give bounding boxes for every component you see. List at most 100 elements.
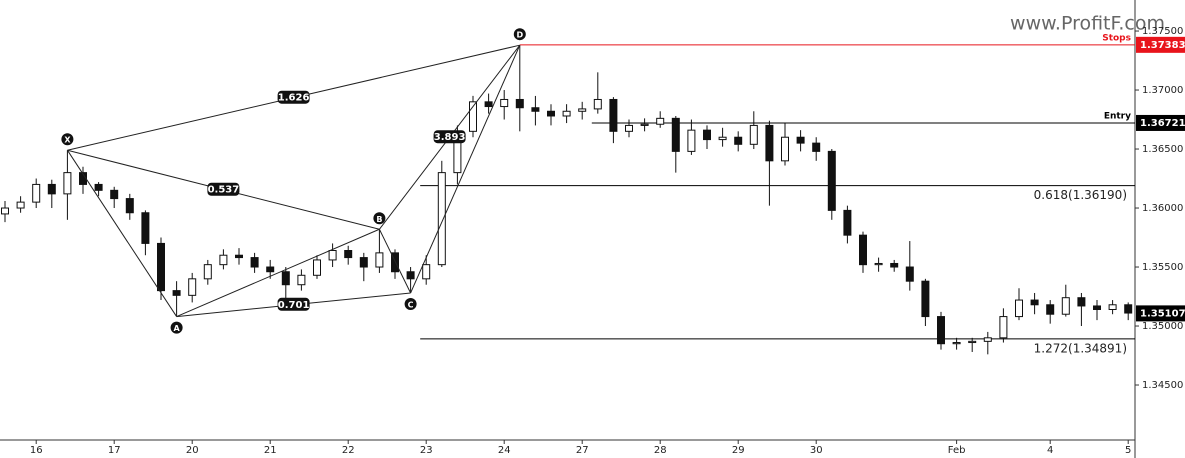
x-tick-label: 23	[420, 445, 433, 456]
candle-body	[578, 108, 587, 112]
candle-body	[937, 316, 945, 345]
candle-body	[656, 117, 665, 125]
candle-body	[500, 98, 509, 108]
candle-body	[703, 129, 711, 141]
candle-body	[968, 340, 977, 344]
candle-body	[172, 290, 181, 296]
candle-body	[765, 124, 774, 162]
candle-body	[640, 123, 649, 126]
candle-body	[1030, 299, 1039, 306]
candle-body	[1, 207, 9, 215]
candle-body	[1093, 305, 1101, 310]
candle-body	[671, 117, 680, 152]
y-tick-label: 1.37000	[1142, 85, 1183, 96]
candle-body	[1124, 304, 1133, 314]
level-name: Entry	[1104, 111, 1131, 121]
x-tick-label: 22	[342, 445, 355, 456]
candle-body	[921, 280, 930, 318]
x-tick-label: Feb	[948, 445, 966, 456]
candle-body	[547, 110, 555, 117]
y-tick-label: 1.36000	[1142, 203, 1183, 214]
candle-body	[375, 252, 384, 268]
candle-body	[157, 242, 165, 292]
candle-body	[328, 250, 337, 261]
y-tick-label: 1.34500	[1142, 380, 1183, 391]
pattern-point	[170, 321, 183, 334]
level-name: Stops	[1102, 33, 1131, 43]
candle-body	[749, 124, 758, 145]
level-label: 1.272(1.34891)	[1034, 341, 1127, 355]
candle-body	[1046, 304, 1055, 315]
candle-body	[1015, 299, 1023, 318]
x-tick-label: 20	[186, 445, 199, 456]
candle-body	[874, 262, 883, 266]
candle-body	[110, 189, 119, 200]
candle-body	[609, 98, 618, 132]
candle-body	[203, 264, 212, 280]
x-tick-label: 16	[30, 445, 43, 456]
candle-body	[796, 136, 805, 144]
ratio-label: 1.626	[278, 93, 310, 104]
candle-body	[859, 234, 867, 266]
price-tag-label: 1.36721	[1140, 118, 1185, 129]
candle-body	[562, 110, 571, 117]
candle-body	[593, 98, 602, 110]
candle-body	[16, 201, 25, 209]
candle-body	[422, 264, 431, 280]
x-tick-label: 4	[1047, 445, 1053, 456]
candle-body	[125, 198, 134, 214]
candle-body	[437, 172, 446, 266]
candle-body	[625, 124, 633, 132]
price-tag-label: 1.37383	[1140, 40, 1185, 51]
ratio-badge	[207, 182, 240, 196]
candle-body	[266, 266, 275, 273]
candle-body	[1061, 297, 1070, 315]
pattern-point	[61, 133, 74, 146]
last-price-label: 1.35107	[1140, 308, 1185, 319]
ratio-label: 0.537	[208, 185, 240, 196]
pattern-point-label: B	[376, 215, 382, 224]
pattern-leg	[66, 149, 178, 317]
candle-body	[1077, 297, 1086, 307]
candle-body	[999, 316, 1008, 339]
candle-body	[235, 254, 243, 259]
candle-body	[188, 278, 197, 296]
candle-body	[406, 271, 415, 280]
candle-body	[812, 142, 821, 152]
candle-body	[32, 183, 41, 203]
candle-body	[281, 271, 290, 286]
candle-body	[94, 183, 103, 191]
candle-body	[219, 254, 228, 266]
candle-body	[313, 259, 321, 276]
ratio-label: 0.701	[278, 300, 310, 311]
candle-body	[781, 136, 789, 162]
candle-body	[843, 209, 852, 236]
x-tick-label: 28	[654, 445, 667, 456]
level-label: 0.618(1.36190)	[1034, 188, 1127, 202]
candle-body	[469, 101, 477, 132]
candle-body	[47, 183, 56, 195]
candle-body	[359, 257, 368, 268]
ratio-label: 3.893	[434, 132, 466, 143]
pattern-point-label: D	[516, 31, 523, 40]
candle-body	[1108, 304, 1117, 310]
pattern-point	[513, 28, 526, 41]
pattern-point-label: X	[64, 136, 71, 145]
x-tick-label: 21	[264, 445, 277, 456]
candle-body	[734, 136, 743, 145]
pattern-leg	[176, 228, 380, 318]
x-tick-label: 29	[732, 445, 745, 456]
pattern-point-label: C	[408, 300, 414, 309]
y-tick-label: 1.35500	[1142, 262, 1183, 273]
candle-body	[391, 252, 399, 273]
ratio-badge	[277, 297, 310, 311]
price-tag	[1136, 114, 1185, 131]
pattern-leg	[410, 44, 521, 294]
y-tick-label: 1.37500	[1142, 26, 1183, 37]
pattern-point-label: A	[173, 324, 180, 333]
candle-body	[515, 98, 524, 109]
candle-body	[952, 342, 961, 345]
candle-body	[297, 274, 306, 286]
candle-body	[344, 250, 353, 259]
